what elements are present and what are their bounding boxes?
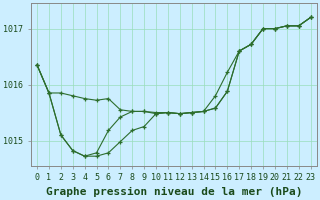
X-axis label: Graphe pression niveau de la mer (hPa): Graphe pression niveau de la mer (hPa) xyxy=(45,186,302,197)
